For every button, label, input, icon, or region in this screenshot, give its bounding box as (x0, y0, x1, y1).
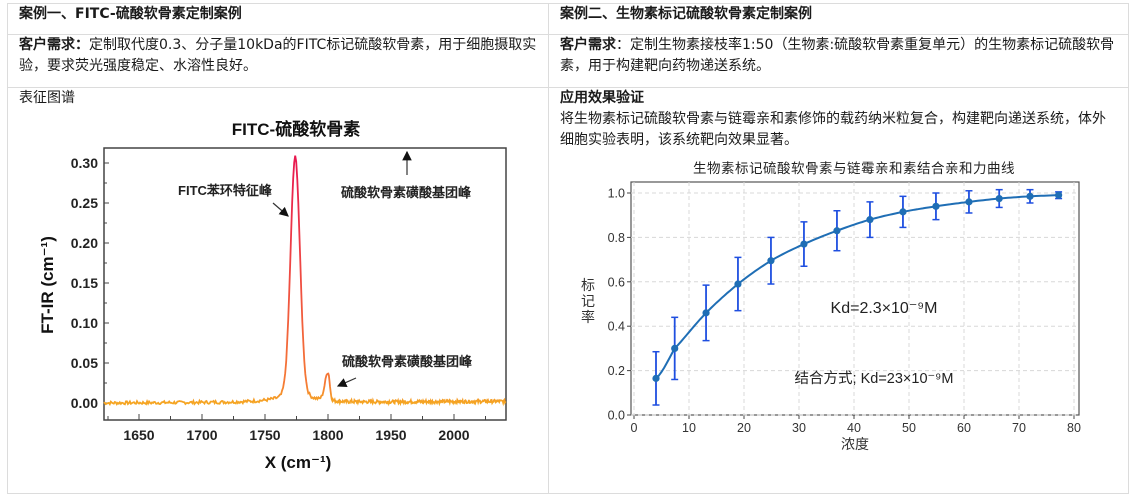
ftir-xtick: 1800 (312, 427, 343, 443)
case1-need-text: 定制取代度0.3、分子量10kDa的FITC标记硫酸软骨素，用于细胞摄取实验，要… (19, 37, 537, 74)
annotation-fitc-peak: FITC苯环特征峰 (178, 183, 273, 198)
data-point (995, 194, 1003, 203)
ftir-title: FITC-硫酸软骨素 (232, 119, 360, 139)
annotation-kd-primary: Kd=2.3×10⁻⁹M (831, 300, 938, 317)
annotation-sulfonate-top: 硫酸软骨素磺酸基团峰 (341, 185, 472, 200)
affinity-xtick: 20 (737, 421, 751, 435)
ftir-ytick: 0.05 (71, 355, 98, 371)
ftir-ytick: 0.25 (71, 195, 98, 211)
data-point (932, 202, 940, 210)
data-point (833, 227, 841, 235)
ftir-ylabel: FT-IR (cm⁻¹) (38, 236, 57, 334)
case2-validation-cell: 应用效果验证 将生物素标记硫酸软骨素与链霉亲和素修饰的载药纳米粒复合，构建靶向递… (548, 87, 1129, 494)
affinity-xtick: 30 (792, 421, 806, 435)
case1-requirement: 客户需求：定制取代度0.3、分子量10kDa的FITC标记硫酸软骨素，用于细胞摄… (7, 34, 549, 88)
data-point (965, 198, 973, 206)
affinity-xtick: 0 (631, 421, 638, 435)
affinity-ylabel: 记 (581, 293, 595, 309)
ftir-xtick: 1700 (186, 427, 217, 443)
affinity-ytick: 1.0 (608, 187, 625, 201)
data-point (671, 344, 679, 352)
affinity-ytick: 0.8 (608, 231, 625, 245)
affinity-xtick: 60 (957, 421, 971, 435)
affinity-xtick: 80 (1067, 421, 1081, 435)
ftir-chart: FITC-硫酸软骨素 0.00 0.05 0.10 0.15 0.20 0.25 0.30 16… (38, 119, 507, 472)
affinity-ytick: 0.0 (608, 409, 625, 423)
ftir-xtick: 1650 (123, 427, 154, 443)
ftir-xtick: 2000 (438, 427, 469, 443)
ftir-xlabel: X (cm⁻¹) (265, 453, 332, 472)
case1-title: 案例一、FITC-硫酸软骨素定制案例 (7, 3, 549, 35)
affinity-chart: 生物素标记硫酸软骨素与链霉亲和素结合亲和力曲线 0 10 20 30 40 50 60 70 80… (581, 161, 1081, 452)
case2-section-label: 应用效果验证 (560, 90, 644, 106)
ftir-ytick: 0.20 (71, 235, 98, 251)
data-point (899, 208, 907, 216)
ftir-ytick: 0.30 (71, 155, 98, 171)
affinity-ytick: 0.2 (608, 364, 625, 378)
ftir-ytick: 0.00 (71, 395, 98, 411)
ftir-ytick: 0.15 (71, 275, 98, 291)
affinity-ytick: 0.4 (608, 320, 625, 334)
affinity-xlabel: 浓度 (841, 436, 869, 452)
affinity-fit-curve (655, 194, 1058, 380)
case1-characterization-cell: 表征图谱 FITC-硫酸软骨素 0.00 0.05 0.10 0.15 0.20 0.25 0… (7, 87, 549, 494)
annotation-sulfonate-peak: 硫酸软骨素磺酸基团峰 (342, 354, 473, 369)
affinity-title: 生物素标记硫酸软骨素与链霉亲和素结合亲和力曲线 (693, 161, 1015, 176)
data-point (1026, 192, 1034, 200)
data-point (767, 257, 775, 265)
affinity-ylabel: 率 (581, 309, 595, 325)
data-point (652, 374, 660, 382)
case2-requirement: 客户需求：定制生物素接枝率1:50（生物素:硫酸软骨素重复单元）的生物素标记硫酸… (548, 34, 1129, 88)
case2-title: 案例二、生物素标记硫酸软骨素定制案例 (548, 3, 1129, 35)
ftir-xtick: 1750 (249, 427, 280, 443)
case2-need-label: 客户需求 (560, 37, 616, 53)
affinity-xtick: 10 (682, 421, 696, 435)
affinity-ylabel: 标 (581, 277, 595, 293)
case1-need-label: 客户需求： (19, 37, 89, 53)
case2-need-text: ：定制生物素接枝率1:50（生物素:硫酸软骨素重复单元）的生物素标记硫酸软骨素，… (560, 37, 1115, 74)
annotation-kd-binding-mode: 结合方式; Kd=23×10⁻⁹M (795, 370, 954, 387)
data-point (866, 216, 874, 224)
data-point (1055, 191, 1063, 199)
affinity-xtick: 50 (902, 421, 916, 435)
data-point (702, 309, 710, 317)
affinity-xtick: 70 (1012, 421, 1026, 435)
ftir-ytick: 0.10 (71, 315, 98, 331)
affinity-ytick: 0.6 (608, 275, 625, 289)
case-table: 案例一、FITC-硫酸软骨素定制案例 案例二、生物素标记硫酸软骨素定制案例 客户… (7, 3, 1129, 494)
affinity-xtick: 40 (847, 421, 861, 435)
data-point (734, 280, 742, 288)
arrow-icon (272, 202, 289, 217)
ftir-spectrum-line (103, 155, 507, 407)
ftir-xtick: 1950 (375, 427, 406, 443)
case2-section-text: 将生物素标记硫酸软骨素与链霉亲和素修饰的载药纳米粒复合，构建靶向递送系统，体外细… (560, 111, 1106, 148)
data-point (800, 240, 808, 248)
case1-section-label: 表征图谱 (19, 90, 75, 106)
arrow-icon (336, 377, 357, 387)
